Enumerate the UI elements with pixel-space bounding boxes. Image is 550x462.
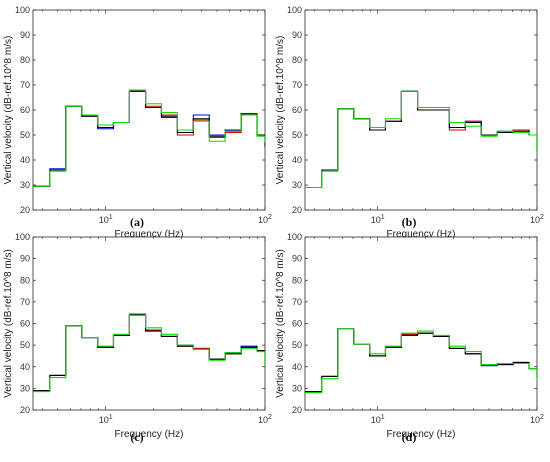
y-tick-label: 20 (292, 205, 302, 215)
series-group (305, 90, 537, 189)
y-axis-label: Vertical velocity (dB-ref.10^8 m/s) (3, 249, 14, 398)
y-tick-label: 70 (20, 297, 30, 307)
y-tick-label: 40 (20, 155, 30, 165)
y-tick-label: 90 (292, 254, 302, 264)
y-tick-label: 50 (292, 130, 302, 140)
y-tick-label: 20 (292, 405, 302, 415)
x-tick-label: 101 (99, 414, 113, 425)
y-tick-label: 80 (20, 55, 30, 65)
chart-panel-2: 20 30 40 50 60 70 80 90 100 101 102 Frequency (Hz) V… (275, 5, 544, 240)
chart-panel-1: 20 30 40 50 60 70 80 90 100 101 102 Frequency (Hz) V… (3, 5, 272, 240)
y-tick-label: 50 (20, 130, 30, 140)
y-tick-label: 60 (20, 105, 30, 115)
series-group (33, 89, 265, 187)
y-tick-label: 100 (287, 5, 302, 15)
x-tick-label: 102 (258, 214, 272, 225)
y-tick-label: 70 (20, 80, 30, 90)
plot-area (32, 236, 266, 411)
y-tick-label: 90 (20, 30, 30, 40)
y-tick-label: 80 (20, 275, 30, 285)
y-tick-label: 100 (15, 5, 30, 15)
y-axis-label: Vertical velocity (dB-ref.10^8 m/s) (275, 36, 286, 185)
y-tick-label: 30 (20, 383, 30, 393)
y-axis-label: Vertical velocity (dB-ref.10^8 m/s) (3, 36, 14, 185)
y-tick-label: 100 (15, 232, 30, 242)
y-tick-label: 90 (292, 30, 302, 40)
y-tick-label: 70 (292, 297, 302, 307)
y-tick-label: 60 (292, 319, 302, 329)
y-tick-label: 100 (287, 232, 302, 242)
y-tick-label: 20 (20, 205, 30, 215)
y-tick-label: 30 (292, 180, 302, 190)
y-tick-label: 80 (292, 275, 302, 285)
x-tick-label: 102 (530, 414, 544, 425)
series-line-green (305, 90, 537, 189)
y-tick-label: 90 (20, 254, 30, 264)
x-tick-label: 102 (258, 414, 272, 425)
panel-label: (b) (402, 215, 417, 229)
chart-panel-3: 20 30 40 50 60 70 80 90 100 101 102 Frequency (Hz) V… (3, 232, 272, 444)
y-tick-label: 40 (292, 362, 302, 372)
y-tick-label: 50 (292, 340, 302, 350)
x-tick-label: 102 (530, 214, 544, 225)
x-axis-label: Frequency (Hz) (115, 429, 184, 440)
y-tick-label: 20 (20, 405, 30, 415)
x-axis-label: Frequency (Hz) (387, 429, 456, 440)
series-line-green (33, 89, 265, 187)
y-tick-label: 70 (292, 80, 302, 90)
panel-label: (c) (130, 430, 143, 444)
x-axis-label: Frequency (Hz) (387, 229, 456, 240)
series-group (33, 313, 265, 393)
panel-label: (d) (402, 430, 417, 444)
y-axis-label: Vertical velocity (dB-ref.10^8 m/s) (275, 249, 286, 398)
y-tick-label: 30 (292, 383, 302, 393)
y-tick-label: 80 (292, 55, 302, 65)
plot-area (32, 9, 266, 211)
panel-label: (a) (130, 215, 144, 229)
series-line-green (33, 313, 265, 393)
x-tick-label: 101 (371, 414, 385, 425)
chart-panel-4: 20 30 40 50 60 70 80 90 100 101 102 Frequency (Hz) V… (275, 232, 544, 444)
series-line-green (305, 328, 537, 394)
series-group (305, 328, 537, 394)
x-tick-label: 101 (99, 214, 113, 225)
plot-area (304, 236, 538, 411)
y-tick-label: 30 (20, 180, 30, 190)
x-axis-label: Frequency (Hz) (115, 229, 184, 240)
y-tick-label: 50 (20, 340, 30, 350)
y-tick-label: 60 (292, 105, 302, 115)
y-tick-label: 60 (20, 319, 30, 329)
y-tick-label: 40 (20, 362, 30, 372)
y-tick-label: 40 (292, 155, 302, 165)
x-tick-label: 101 (371, 214, 385, 225)
